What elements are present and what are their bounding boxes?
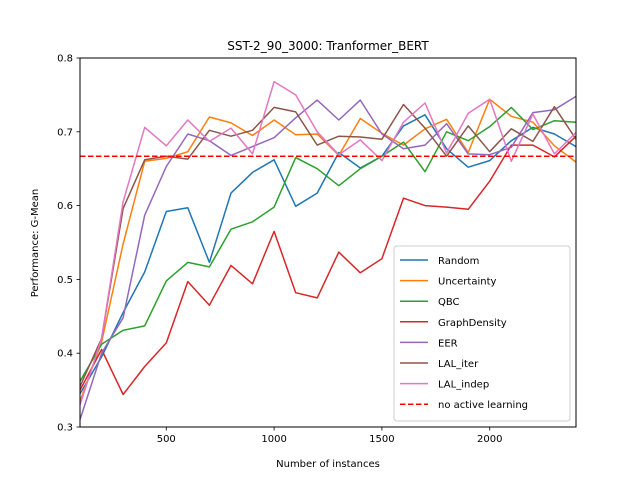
y-tick-label: 0.7 — [57, 127, 73, 138]
legend-label: QBC — [438, 297, 460, 308]
legend-box — [393, 245, 571, 422]
x-tick-label: 2000 — [477, 434, 502, 445]
x-axis-title: Number of instances — [276, 459, 380, 470]
legend-label: no active learning — [438, 400, 528, 411]
y-axis: 0.3 0.4 0.5 0.6 0.7 0.8 — [57, 54, 80, 434]
chart-title: SST-2_90_3000: Tranformer_BERT — [227, 39, 429, 53]
series-line-lal-indep — [80, 80, 576, 406]
legend-label: LAL_iter — [438, 359, 479, 370]
legend-label: EER — [438, 338, 458, 349]
series-line-uncertainty — [80, 98, 576, 402]
x-tick-label: 500 — [157, 434, 176, 445]
legend-label: Random — [438, 256, 479, 267]
legend: Random Uncertainty QBC GraphDensity EER LAL_i… — [393, 245, 571, 422]
series-group — [80, 80, 576, 420]
legend-label: Uncertainty — [438, 277, 497, 288]
series-line-qbc — [80, 106, 576, 382]
legend-label: LAL_indep — [438, 380, 489, 391]
y-tick-label: 0.8 — [57, 54, 73, 65]
x-tick-label: 1000 — [261, 434, 286, 445]
series-line-eer — [80, 95, 576, 420]
x-tick-label: 1500 — [369, 434, 394, 445]
y-tick-label: 0.5 — [57, 275, 73, 286]
y-tick-label: 0.4 — [57, 349, 73, 360]
y-tick-label: 0.6 — [57, 201, 73, 212]
y-tick-label: 0.3 — [57, 423, 73, 434]
y-axis-title: Performance: G-Mean — [30, 189, 41, 298]
plot-frame — [79, 57, 577, 428]
legend-label: GraphDensity — [438, 318, 507, 329]
series-line-graphdensity — [80, 135, 576, 396]
x-axis: 500 1000 1500 2000 — [157, 427, 502, 445]
series-line-random — [80, 114, 576, 395]
